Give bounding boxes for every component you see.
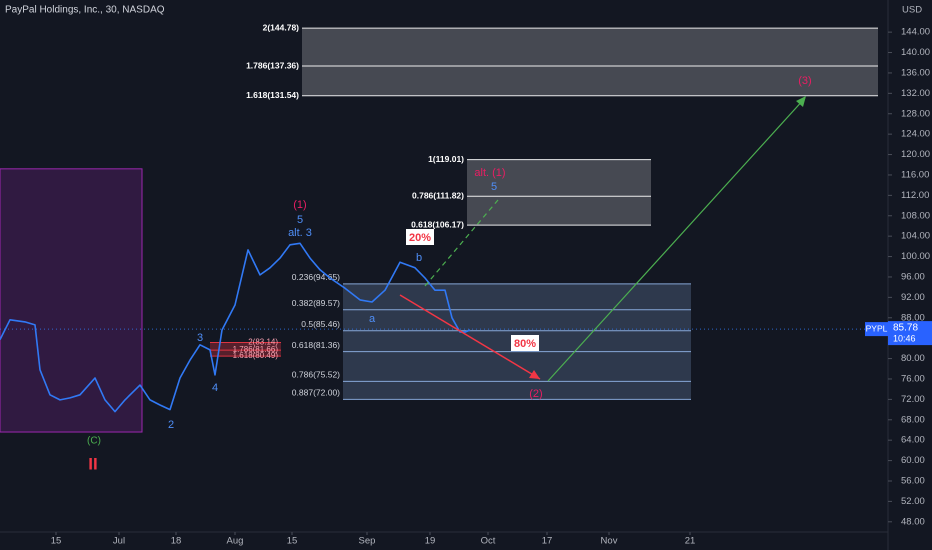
wave-label: a: [369, 313, 376, 325]
y-tick-label: 112.00: [901, 190, 929, 201]
price-line-series: [0, 242, 471, 413]
price-marker-value: 85.78: [893, 323, 918, 334]
fib-level-label: 0.618(106.17): [411, 219, 464, 229]
x-tick-label: Aug: [227, 536, 244, 547]
wave-label: b: [416, 252, 422, 264]
x-tick-label: 17: [542, 536, 553, 547]
x-tick-label: Oct: [481, 536, 496, 547]
wave-label: 5: [297, 214, 303, 226]
y-tick-label: 68.00: [901, 414, 925, 425]
probability-label: 20%: [409, 232, 431, 244]
y-tick-label: 76.00: [901, 373, 925, 384]
arrows: [399, 96, 806, 382]
wave-label: 3: [197, 332, 203, 344]
x-tick-label: 15: [51, 536, 62, 547]
y-tick-label: 124.00: [901, 129, 930, 140]
y-tick-label: 60.00: [901, 455, 925, 466]
y-tick-label: 56.00: [901, 476, 925, 487]
fib-level-label: 0.887(72.00): [292, 388, 340, 398]
fib-level-label: 2(83.14): [248, 338, 278, 347]
arrow-head: [529, 370, 540, 379]
y-axis-label: USD: [902, 5, 922, 16]
y-tick-label: 108.00: [901, 210, 930, 221]
y-tick-label: 128.00: [901, 108, 930, 119]
x-tick-label: Sep: [359, 536, 376, 547]
wave-label: II: [88, 454, 97, 473]
y-tick-label: 116.00: [901, 169, 929, 180]
fib-level-label: 0.5(85.46): [301, 319, 340, 329]
fib-box: [467, 159, 651, 226]
x-tick-label: 19: [425, 536, 436, 547]
y-tick-label: 52.00: [901, 496, 925, 507]
fib-level-label: 0.786(111.82): [412, 191, 464, 201]
annotations: (1) 5 alt. 3 3 4 2 (C) II a b 20% 80% (2…: [87, 75, 812, 474]
y-tick-label: 80.00: [901, 353, 925, 364]
y-tick-label: 104.00: [901, 231, 930, 242]
drawings: 2(144.78) 1.786(137.36) 1.618(131.54) 1(119…: [0, 22, 878, 433]
y-tick-label: 120.00: [901, 149, 930, 160]
y-tick-label: 72.00: [901, 394, 925, 405]
y-tick-label: 64.00: [901, 435, 925, 446]
fib-level-label: 0.618(81.36): [292, 340, 340, 350]
y-tick-label: 88.00: [901, 312, 925, 323]
fib-level-label: 2(144.78): [263, 22, 300, 32]
wave-label: alt. 3: [288, 227, 312, 239]
fib-level-label: 1(119.01): [428, 154, 464, 164]
arrow-head: [796, 96, 806, 107]
fib-box: [210, 342, 281, 357]
wave-label: (1): [293, 199, 306, 211]
x-tick-label: Jul: [113, 536, 125, 547]
y-tick-label: 132.00: [901, 88, 930, 99]
arrow: [424, 199, 499, 287]
fib-level-label: 1.618(80.49): [233, 351, 279, 360]
fib-level-label: 1.786(81.66): [233, 345, 279, 354]
plot: [0, 242, 888, 413]
label-box: [406, 229, 434, 245]
x-tick-label: Nov: [601, 536, 618, 547]
zone-box: [0, 168, 143, 433]
chart-title: PayPal Holdings, Inc., 30, NASDAQ: [5, 5, 165, 16]
symbol-tag-label: PYPL: [866, 323, 888, 333]
wave-label: (3): [798, 75, 811, 87]
arrow: [399, 294, 541, 380]
wave-label: 2: [168, 419, 174, 431]
wave-label: (C): [87, 436, 101, 447]
fib-level-label: 0.382(89.57): [292, 298, 340, 308]
y-tick-label: 140.00: [901, 47, 930, 58]
wave-label: (2): [529, 388, 542, 400]
wave-label: alt. (1): [474, 167, 505, 179]
y-tick-label: 136.00: [901, 67, 930, 78]
x-tick-label: 18: [171, 536, 182, 547]
y-tick-label: 144.00: [901, 27, 930, 38]
label-box: [511, 335, 539, 351]
fib-level-label: 0.236(94.65): [292, 272, 340, 282]
price-marker: [888, 321, 932, 346]
y-tick-label: 96.00: [901, 271, 925, 282]
y-tick-label: 92.00: [901, 292, 925, 303]
fib-level-label: 0.786(75.52): [292, 370, 340, 380]
wave-label: 5: [491, 181, 497, 193]
fib-level-label: 1.618(131.54): [246, 90, 299, 100]
arrow: [547, 97, 806, 382]
x-tick-label: 21: [685, 536, 696, 547]
fib-level-label: 1.786(137.36): [246, 60, 299, 70]
y-tick-label: 48.00: [901, 516, 925, 527]
wave-label: 4: [212, 382, 218, 394]
probability-label: 80%: [514, 338, 536, 350]
y-tick-label: 100.00: [901, 251, 930, 262]
symbol-tag: [865, 322, 888, 337]
fib-box: [302, 28, 878, 96]
x-tick-label: 15: [287, 536, 298, 547]
price-marker-time: 10:46: [893, 333, 916, 343]
axes: 48.00 52.00 56.00 60.00 64.00 68.00 72.00 76.00…: [51, 27, 932, 547]
